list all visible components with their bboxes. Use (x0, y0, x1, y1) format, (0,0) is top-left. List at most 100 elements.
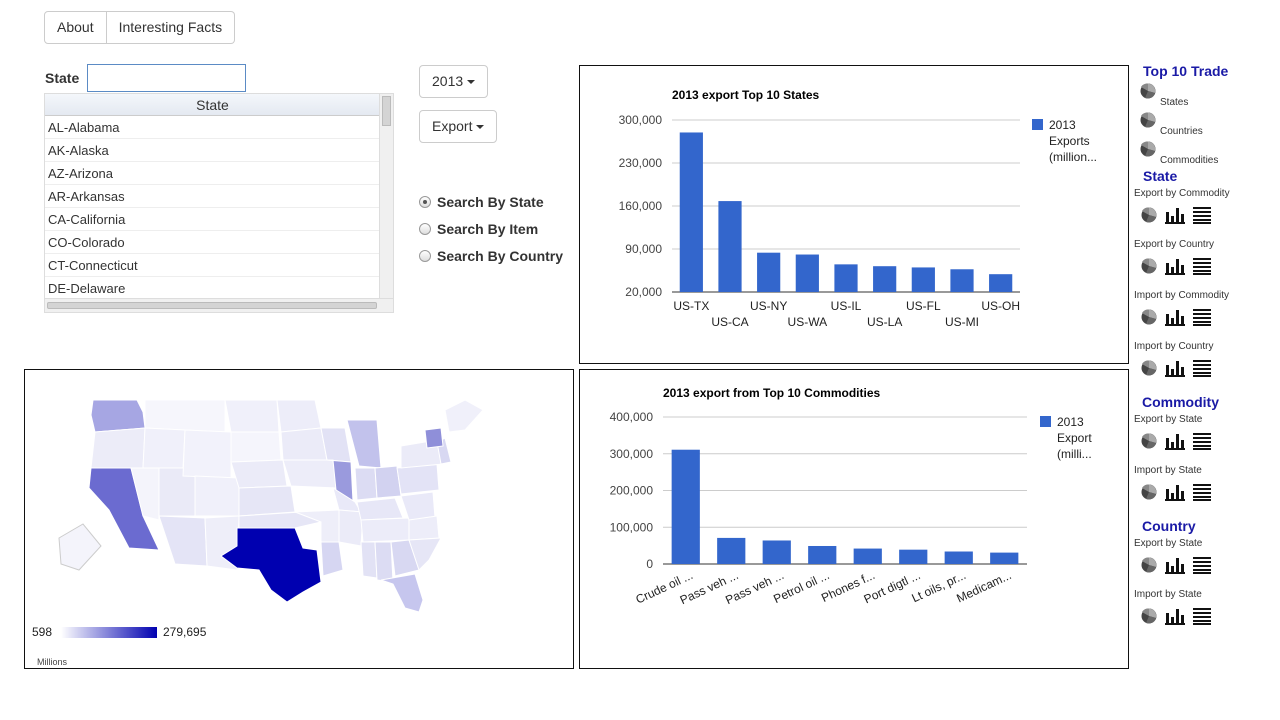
bar-chart-icon[interactable] (1165, 432, 1185, 450)
search-by-state-radio[interactable]: Search By State (419, 194, 544, 210)
bar[interactable] (671, 449, 700, 564)
top10-item-label[interactable]: Countries (1160, 126, 1203, 137)
table-list-icon[interactable] (1193, 257, 1211, 275)
state-list-item[interactable]: AR-Arkansas (45, 185, 380, 208)
scroll-thumb[interactable] (382, 96, 391, 126)
pie-chart-icon[interactable] (1140, 83, 1156, 104)
state-list-item[interactable]: DE-Delaware (45, 277, 380, 300)
state-list-item[interactable]: CO-Colorado (45, 231, 380, 254)
table-list-icon[interactable] (1193, 206, 1211, 224)
bar[interactable] (853, 548, 882, 564)
bar[interactable] (990, 552, 1019, 564)
interesting-facts-button[interactable]: Interesting Facts (106, 11, 236, 44)
table-list-icon[interactable] (1193, 483, 1211, 501)
bar[interactable] (911, 267, 935, 292)
table-list-icon[interactable] (1193, 607, 1211, 625)
bar[interactable] (679, 132, 703, 292)
map-legend-max: 279,695 (163, 625, 207, 639)
x-tick-label: US-OH (981, 299, 1020, 313)
bar-chart-icon[interactable] (1165, 483, 1185, 501)
caret-down-icon (467, 80, 476, 85)
pie-chart-icon[interactable] (1141, 207, 1157, 223)
state-list-vertical-scrollbar[interactable] (379, 94, 393, 300)
table-list-icon[interactable] (1193, 308, 1211, 326)
top10-item-label[interactable]: Commodities (1160, 155, 1219, 166)
bar-chart-icon[interactable] (1165, 206, 1185, 224)
bar[interactable] (989, 274, 1013, 292)
bar-chart-icon[interactable] (1165, 308, 1185, 326)
state-report-item: Import by Country (1133, 341, 1278, 388)
top-commodities-chart-panel: 2013 export from Top 10 Commodities 400,0… (579, 369, 1129, 669)
radio-label: Search By Item (437, 221, 539, 237)
bar[interactable] (757, 252, 781, 292)
bar[interactable] (762, 540, 791, 564)
bar[interactable] (899, 549, 928, 564)
country-heading: Country (1142, 518, 1196, 534)
x-tick-label: US-CA (711, 315, 748, 329)
table-list-icon[interactable] (1193, 556, 1211, 574)
radio-icon[interactable] (419, 250, 431, 262)
search-by-item-radio[interactable]: Search By Item (419, 221, 538, 237)
trade-type-dropdown[interactable]: Export (419, 110, 498, 143)
top10-states-link[interactable]: States (1140, 83, 1278, 108)
radio-label: Search By State (437, 194, 544, 210)
state-list-horizontal-scrollbar[interactable] (45, 298, 393, 312)
bar[interactable] (808, 545, 837, 564)
y-tick-label: 90,000 (625, 242, 662, 256)
search-by-country-radio[interactable]: Search By Country (419, 248, 563, 264)
bar-chart-icon[interactable] (1165, 359, 1185, 377)
state-list-item[interactable]: CA-California (45, 208, 380, 231)
state-list-item[interactable]: AL-Alabama (45, 116, 380, 139)
about-button[interactable]: About (44, 11, 107, 44)
bar[interactable] (834, 264, 858, 292)
state-column-header[interactable]: State (45, 94, 380, 116)
bar[interactable] (873, 266, 897, 292)
x-tick-label: US-NY (750, 299, 787, 313)
table-list-icon[interactable] (1193, 359, 1211, 377)
map-legend-min: 598 (32, 625, 52, 639)
state-list-item[interactable]: AK-Alaska (45, 139, 380, 162)
pie-chart-icon[interactable] (1141, 608, 1157, 624)
pie-chart-icon[interactable] (1141, 484, 1157, 500)
bar-chart-icon[interactable] (1165, 607, 1185, 625)
pie-chart-icon[interactable] (1141, 309, 1157, 325)
bar[interactable] (718, 201, 742, 292)
map-unit-label: Millions (37, 657, 68, 667)
bar[interactable] (717, 537, 746, 564)
radio-icon[interactable] (419, 223, 431, 235)
pie-chart-icon[interactable] (1140, 141, 1156, 162)
bar[interactable] (944, 551, 973, 564)
pie-chart-icon[interactable] (1141, 258, 1157, 274)
country-report-item: Import by State (1133, 589, 1278, 636)
top10-commodities-link[interactable]: Commodities (1140, 141, 1278, 166)
state-report-label: Import by Commodity (1134, 290, 1230, 301)
radio-icon[interactable] (419, 196, 431, 208)
legend-label: (million... (1049, 150, 1097, 164)
scroll-thumb[interactable] (47, 302, 377, 309)
legend-label: (milli... (1057, 447, 1092, 461)
bar-chart-icon[interactable] (1165, 556, 1185, 574)
state-list-item[interactable]: CT-Connecticut (45, 254, 380, 277)
table-list-icon[interactable] (1193, 432, 1211, 450)
commodity-heading: Commodity (1142, 394, 1219, 410)
y-tick-label: 230,000 (619, 156, 663, 170)
year-dropdown[interactable]: 2013 (419, 65, 489, 98)
top10-item-label[interactable]: States (1160, 97, 1189, 108)
top-states-bar-chart: 2013 export Top 10 States 300,000 230,000 1… (619, 88, 1097, 329)
x-tick-label: US-FL (906, 299, 941, 313)
y-tick-label: 160,000 (619, 199, 663, 213)
pie-chart-icon[interactable] (1141, 433, 1157, 449)
country-report-item: Export by State (1133, 538, 1278, 585)
state-list-item[interactable]: AZ-Arizona (45, 162, 380, 185)
state-report-item: Import by Commodity (1133, 290, 1278, 337)
pie-chart-icon[interactable] (1141, 557, 1157, 573)
state-search-input[interactable] (87, 64, 246, 92)
pie-chart-icon[interactable] (1141, 360, 1157, 376)
us-states-map[interactable] (58, 399, 484, 613)
bar[interactable] (950, 269, 974, 292)
bar[interactable] (795, 254, 819, 292)
bar-chart-icon[interactable] (1165, 257, 1185, 275)
pie-chart-icon[interactable] (1140, 112, 1156, 133)
top10-heading: Top 10 Trade (1143, 63, 1229, 79)
top10-countries-link[interactable]: Countries (1140, 112, 1278, 137)
